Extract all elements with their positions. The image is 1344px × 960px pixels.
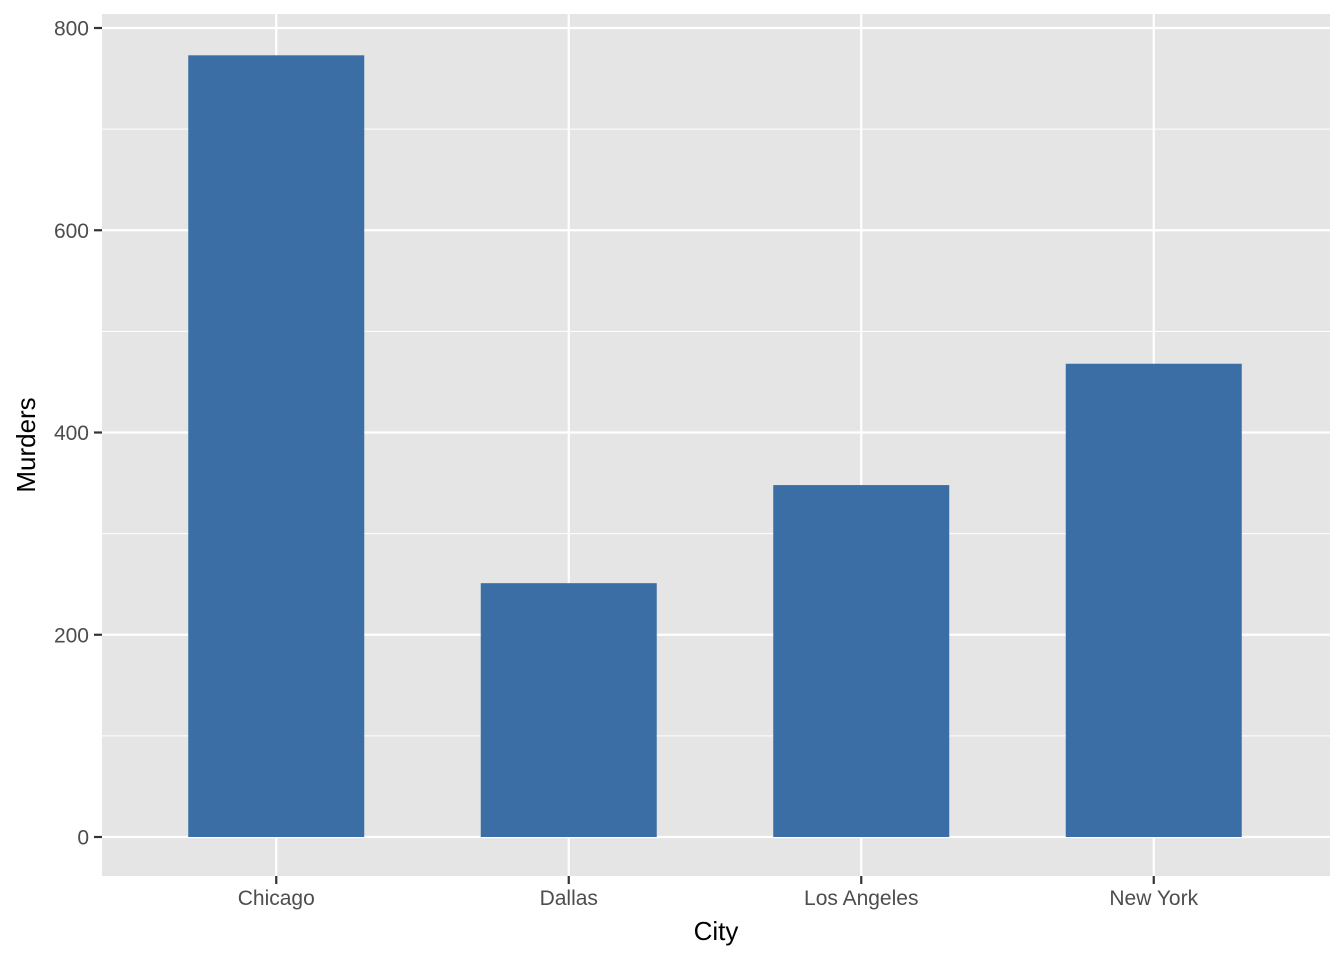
x-axis: Chicago Dallas Los Angeles New York <box>238 876 1199 910</box>
y-axis: 0 200 400 600 800 <box>54 18 102 850</box>
x-tick-label: Chicago <box>238 887 315 910</box>
x-tick-label: Los Angeles <box>804 887 918 910</box>
bar <box>188 55 365 837</box>
y-axis-title: Murders <box>11 397 41 492</box>
x-axis-title: City <box>694 916 739 946</box>
bar <box>773 485 950 837</box>
y-tick-label: 0 <box>77 827 89 850</box>
bar <box>1065 363 1242 837</box>
y-tick-label: 200 <box>54 624 89 647</box>
y-tick-label: 600 <box>54 220 89 243</box>
bars <box>188 55 1242 837</box>
y-tick-label: 400 <box>54 422 89 445</box>
y-tick-label: 800 <box>54 18 89 41</box>
x-tick-label: Dallas <box>540 887 598 910</box>
x-tick-label: New York <box>1109 887 1198 910</box>
bar <box>480 583 657 837</box>
